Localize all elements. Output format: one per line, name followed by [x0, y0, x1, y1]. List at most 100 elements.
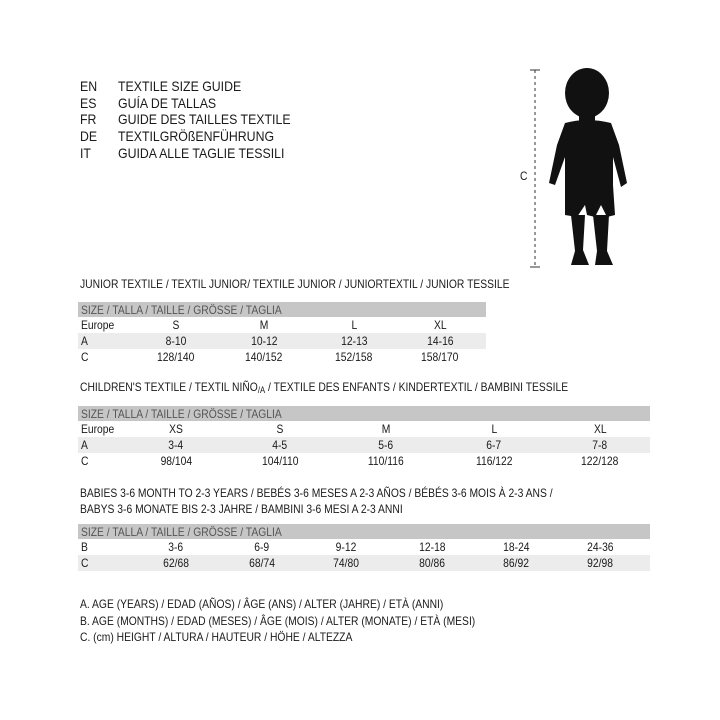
cell-value: 9-12 — [335, 540, 357, 554]
row-label: C — [81, 556, 89, 570]
measure-label-c: C — [520, 169, 528, 183]
cell-value: 5-6 — [378, 438, 394, 452]
table-cell: 152/158 — [314, 350, 394, 364]
cell-value: 14-16 — [426, 334, 454, 348]
table-row: C 62/68 68/74 74/80 80/86 86/92 92/98 — [78, 555, 650, 571]
cell-value: 12-13 — [340, 334, 368, 348]
cell-value: S — [172, 318, 180, 332]
lang-text: TEXTILE SIZE GUIDE — [118, 78, 242, 94]
junior-size-table: SIZE / TALLA / TAILLE / GRÖSSE / TAGLIA … — [78, 302, 486, 365]
table-cell: 122/128 — [560, 454, 640, 468]
table-cell: 5-6 — [346, 438, 426, 452]
table-cell: 68/74 — [222, 556, 302, 570]
children-title: CHILDREN'S TEXTILE / TEXTIL NIÑO/A / TEX… — [80, 380, 568, 395]
children-title-rest: / TEXTILE DES ENFANTS / KINDERTEXTIL / B… — [265, 380, 569, 394]
cell-value: XL — [593, 422, 607, 436]
row-label: C — [81, 350, 89, 364]
children-title-sub: /A — [257, 385, 266, 395]
header-label: SIZE / TALLA / TAILLE / GRÖSSE / TAGLIA — [81, 303, 282, 317]
lang-text: TEXTILGRÖßENFÜHRUNG — [118, 128, 275, 144]
cell-value: 3-4 — [168, 438, 184, 452]
cell-value: 116/122 — [475, 454, 513, 468]
table-cell: M — [346, 422, 426, 436]
cell-value: 98/104 — [160, 454, 192, 468]
table-cell: 3-4 — [136, 438, 216, 452]
table-row: C 128/140 140/152 152/158 158/170 — [78, 349, 486, 365]
table-cell: 9-12 — [306, 540, 386, 554]
row-label: C — [81, 454, 89, 468]
table-row: Europe S M L XL — [78, 317, 486, 333]
cell-value: 68/74 — [249, 556, 275, 570]
table-cell: XL — [560, 422, 640, 436]
cell-value: 62/68 — [163, 556, 189, 570]
cell-value: 158/170 — [421, 350, 459, 364]
table-cell: S — [136, 318, 216, 332]
table-row: Europe XS S M L XL — [78, 421, 650, 437]
babies-title-line1: BABIES 3-6 MONTH TO 2-3 YEARS / BEBÉS 3-… — [80, 486, 553, 500]
table-cell: L — [314, 318, 394, 332]
table-row: A 8-10 10-12 12-13 14-16 — [78, 333, 486, 349]
table-cell: 116/122 — [454, 454, 534, 468]
row-label: Europe — [81, 318, 115, 332]
table-cell: 18-24 — [476, 540, 556, 554]
lang-text: GUIDA ALLE TAGLIE TESSILI — [118, 145, 285, 161]
cell-value: 80/86 — [419, 556, 445, 570]
cell-value: L — [491, 422, 497, 436]
lang-text: GUÍA DE TALLAS — [118, 95, 217, 111]
table-cell: 24-36 — [560, 540, 640, 554]
table-cell: 8-10 — [136, 334, 216, 348]
table-row: B 3-6 6-9 9-12 12-18 18-24 24-36 — [78, 539, 650, 555]
children-title-text: CHILDREN'S TEXTILE / TEXTIL NIÑO — [80, 380, 258, 394]
legend-c: C. (cm) HEIGHT / ALTURA / HAUTEUR / HÖHE… — [80, 630, 353, 644]
cell-value: 4-5 — [272, 438, 288, 452]
legend-b: B. AGE (MONTHS) / EDAD (MESES) / ÂGE (MO… — [80, 614, 476, 628]
cell-value: 110/116 — [368, 454, 404, 468]
table-cell: 104/110 — [240, 454, 320, 468]
table-cell: 10-12 — [224, 334, 304, 348]
cell-value: L — [351, 318, 357, 332]
cell-value: 122/128 — [581, 454, 619, 468]
junior-title: JUNIOR TEXTILE / TEXTIL JUNIOR/ TEXTILE … — [80, 277, 510, 291]
cell-value: 74/80 — [333, 556, 359, 570]
cell-value: 152/158 — [335, 350, 373, 364]
cell-value: 92/98 — [587, 556, 613, 570]
table-cell: 110/116 — [346, 454, 426, 468]
table-cell: 6-9 — [222, 540, 302, 554]
table-cell: S — [240, 422, 320, 436]
lang-code: FR — [80, 111, 97, 127]
cell-value: 104/110 — [261, 454, 299, 468]
table-cell: 158/170 — [400, 350, 480, 364]
cell-value: XS — [169, 422, 183, 436]
cell-value: M — [381, 422, 391, 436]
table-cell: 6-7 — [454, 438, 534, 452]
child-silhouette-icon — [530, 68, 627, 268]
table-cell: 12-13 — [314, 334, 394, 348]
row-label: Europe — [81, 422, 115, 436]
table-cell: M — [224, 318, 304, 332]
table-header: SIZE / TALLA / TAILLE / GRÖSSE / TAGLIA — [78, 524, 650, 539]
cell-value: 18-24 — [502, 540, 530, 554]
cell-value: 128/140 — [157, 350, 195, 364]
cell-value: 10-12 — [250, 334, 278, 348]
table-header: SIZE / TALLA / TAILLE / GRÖSSE / TAGLIA — [78, 406, 650, 421]
cell-value: 140/152 — [245, 350, 283, 364]
table-cell: 140/152 — [224, 350, 304, 364]
table-cell: 12-18 — [392, 540, 472, 554]
table-cell: XL — [400, 318, 480, 332]
table-cell: 7-8 — [560, 438, 640, 452]
cell-value: S — [276, 422, 284, 436]
row-label: B — [81, 540, 88, 554]
cell-value: 6-9 — [254, 540, 270, 554]
height-figure: C — [515, 65, 645, 275]
lang-code: EN — [80, 78, 98, 94]
lang-text: GUIDE DES TAILLES TEXTILE — [118, 111, 291, 127]
children-size-table: SIZE / TALLA / TAILLE / GRÖSSE / TAGLIA … — [78, 406, 650, 469]
lang-code: IT — [80, 145, 91, 161]
table-cell: 3-6 — [136, 540, 216, 554]
babies-size-table: SIZE / TALLA / TAILLE / GRÖSSE / TAGLIA … — [78, 524, 650, 571]
cell-value: 24-36 — [586, 540, 614, 554]
legend-a: A. AGE (YEARS) / EDAD (AÑOS) / ÂGE (ANS)… — [80, 597, 444, 611]
table-cell: 14-16 — [400, 334, 480, 348]
cell-value: 3-6 — [168, 540, 184, 554]
table-cell: 62/68 — [136, 556, 216, 570]
